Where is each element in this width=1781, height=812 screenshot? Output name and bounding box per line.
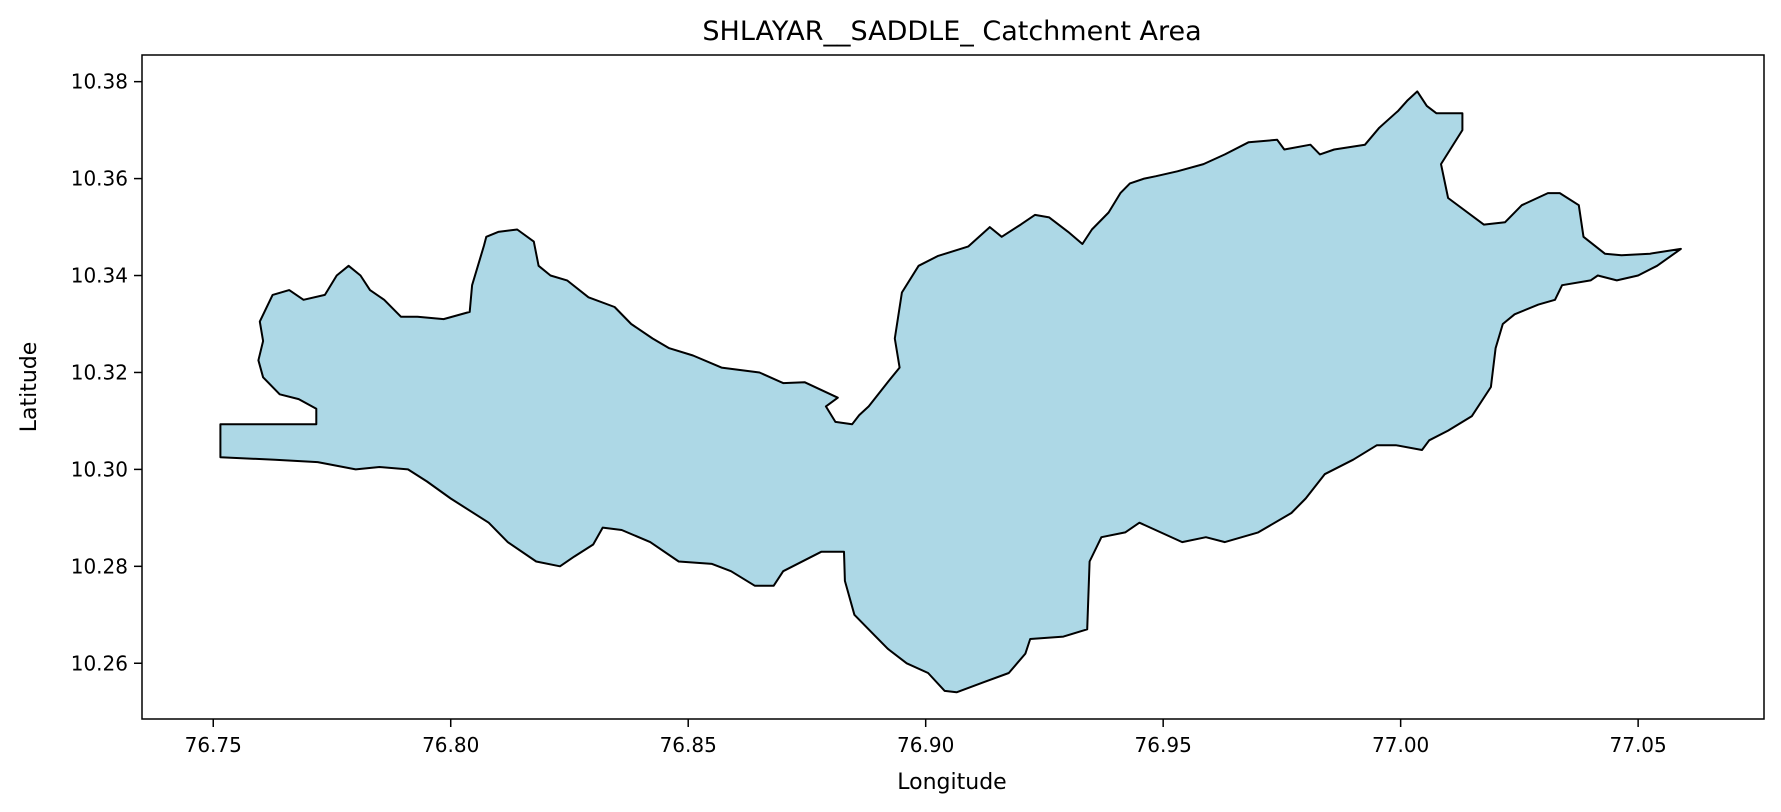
y-tick-label: 10.26 — [71, 651, 128, 675]
x-axis-label: Longitude — [897, 770, 1006, 795]
y-tick-label: 10.36 — [71, 167, 128, 191]
y-tick-label: 10.34 — [71, 264, 128, 288]
y-axis-ticks: 10.26 10.28 10.30 10.32 10.34 10.36 10.38 — [71, 70, 142, 675]
x-tick-label: 77.05 — [1610, 733, 1667, 757]
chart-title: SHLAYAR__SADDLE_ Catchment Area — [702, 16, 1201, 47]
x-tick-label: 76.75 — [185, 733, 242, 757]
x-tick-label: 77.00 — [1372, 733, 1429, 757]
x-tick-label: 76.85 — [660, 733, 717, 757]
y-tick-label: 10.30 — [71, 457, 128, 481]
x-axis-ticks: 76.75 76.80 76.85 76.90 76.95 77.00 77.05 — [185, 719, 1667, 757]
catchment-polygon — [219, 90, 1682, 694]
y-tick-label: 10.28 — [71, 554, 128, 578]
y-tick-label: 10.38 — [71, 70, 128, 94]
y-axis-label: Latitude — [17, 342, 42, 433]
plot-area — [141, 54, 1765, 720]
x-tick-label: 76.95 — [1135, 733, 1192, 757]
axes-frame — [141, 54, 1765, 720]
x-tick-label: 76.80 — [422, 733, 479, 757]
x-tick-label: 76.90 — [897, 733, 954, 757]
y-tick-label: 10.32 — [71, 360, 128, 384]
